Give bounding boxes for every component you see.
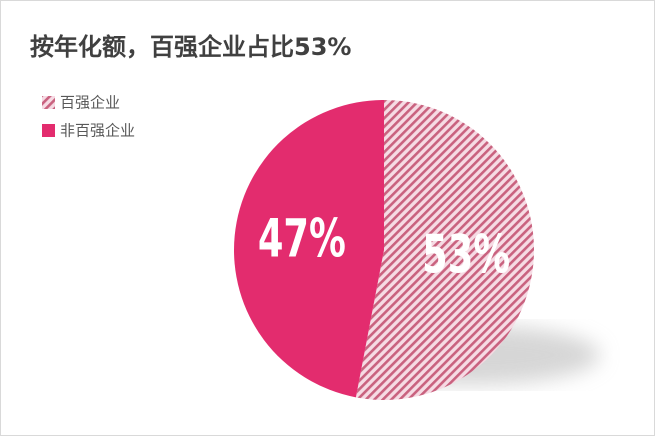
pie-slice: [234, 100, 384, 398]
legend-label: 百强企业: [60, 94, 120, 112]
legend-swatch: [42, 124, 55, 137]
legend-swatch: [42, 96, 55, 109]
pie: 53% 47%: [234, 100, 534, 400]
data-label: 47%: [258, 208, 346, 270]
data-label: 53%: [422, 224, 510, 286]
chart-title: 按年化额，百强企业占比53%: [30, 33, 351, 61]
legend-label: 非百强企业: [60, 122, 135, 140]
pie-slice: [355, 100, 534, 400]
